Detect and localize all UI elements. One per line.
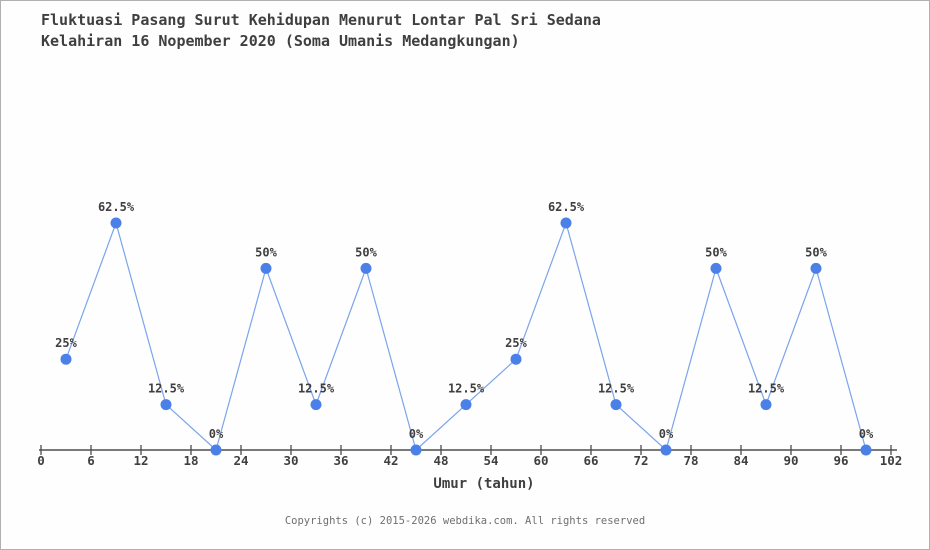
data-point (560, 217, 572, 229)
data-point (110, 217, 122, 229)
data-point (360, 262, 372, 274)
x-tick-label: 6 (87, 453, 95, 468)
x-axis-title: Umur (tahun) (433, 476, 534, 492)
data-point (510, 353, 522, 365)
data-point-label: 12.5% (748, 382, 785, 396)
x-tick-label: 66 (583, 453, 598, 468)
x-tick-label: 36 (333, 453, 348, 468)
data-point-label: 50% (355, 245, 377, 259)
x-tick-label: 0 (37, 453, 45, 468)
data-point (610, 399, 622, 411)
data-point (860, 444, 872, 456)
data-point-label: 62.5% (98, 200, 135, 214)
data-point (210, 444, 222, 456)
data-point-label: 25% (55, 336, 77, 350)
x-tick-label: 60 (533, 453, 548, 468)
data-point-label: 0% (859, 427, 874, 441)
data-point (60, 353, 72, 365)
x-tick-label: 30 (283, 453, 298, 468)
x-tick-label: 102 (880, 453, 903, 468)
data-point-label: 12.5% (448, 382, 485, 396)
data-point (760, 399, 772, 411)
x-tick-label: 54 (483, 453, 498, 468)
data-point-label: 0% (659, 427, 674, 441)
chart-title: Fluktuasi Pasang Surut Kehidupan Menurut… (41, 10, 601, 52)
data-point-label: 0% (209, 427, 224, 441)
x-tick-label: 12 (133, 453, 148, 468)
x-tick-label: 90 (783, 453, 798, 468)
data-point (260, 262, 272, 274)
x-tick-label: 42 (383, 453, 398, 468)
data-point-label: 25% (505, 336, 527, 350)
series-line (65, 221, 867, 452)
data-point-label: 50% (255, 245, 277, 259)
x-tick-label: 84 (733, 453, 748, 468)
data-point-label: 0% (409, 427, 424, 441)
x-tick-label: 18 (183, 453, 198, 468)
x-tick-label: 96 (833, 453, 848, 468)
copyright-footer: Copyrights (c) 2015-2026 webdika.com. Al… (284, 515, 646, 527)
data-point (310, 399, 322, 411)
x-tick-label: 24 (233, 453, 248, 468)
data-point (710, 262, 722, 274)
data-point-label: 12.5% (148, 382, 185, 396)
data-point (660, 444, 672, 456)
chart-title-line1: Fluktuasi Pasang Surut Kehidupan Menurut… (41, 11, 601, 29)
data-point-label: 50% (705, 245, 727, 259)
data-point (410, 444, 422, 456)
data-point (160, 399, 172, 411)
data-point (810, 262, 822, 274)
data-point-label: 12.5% (598, 382, 635, 396)
x-tick-label: 78 (683, 453, 698, 468)
data-point-label: 50% (805, 245, 827, 259)
chart-title-line2: Kelahiran 16 Nopember 2020 (Soma Umanis … (41, 32, 520, 50)
data-point-label: 62.5% (548, 200, 585, 214)
x-tick-label: 48 (433, 453, 448, 468)
data-point (460, 399, 472, 411)
x-tick-label: 72 (633, 453, 648, 468)
data-point-label: 12.5% (298, 382, 335, 396)
